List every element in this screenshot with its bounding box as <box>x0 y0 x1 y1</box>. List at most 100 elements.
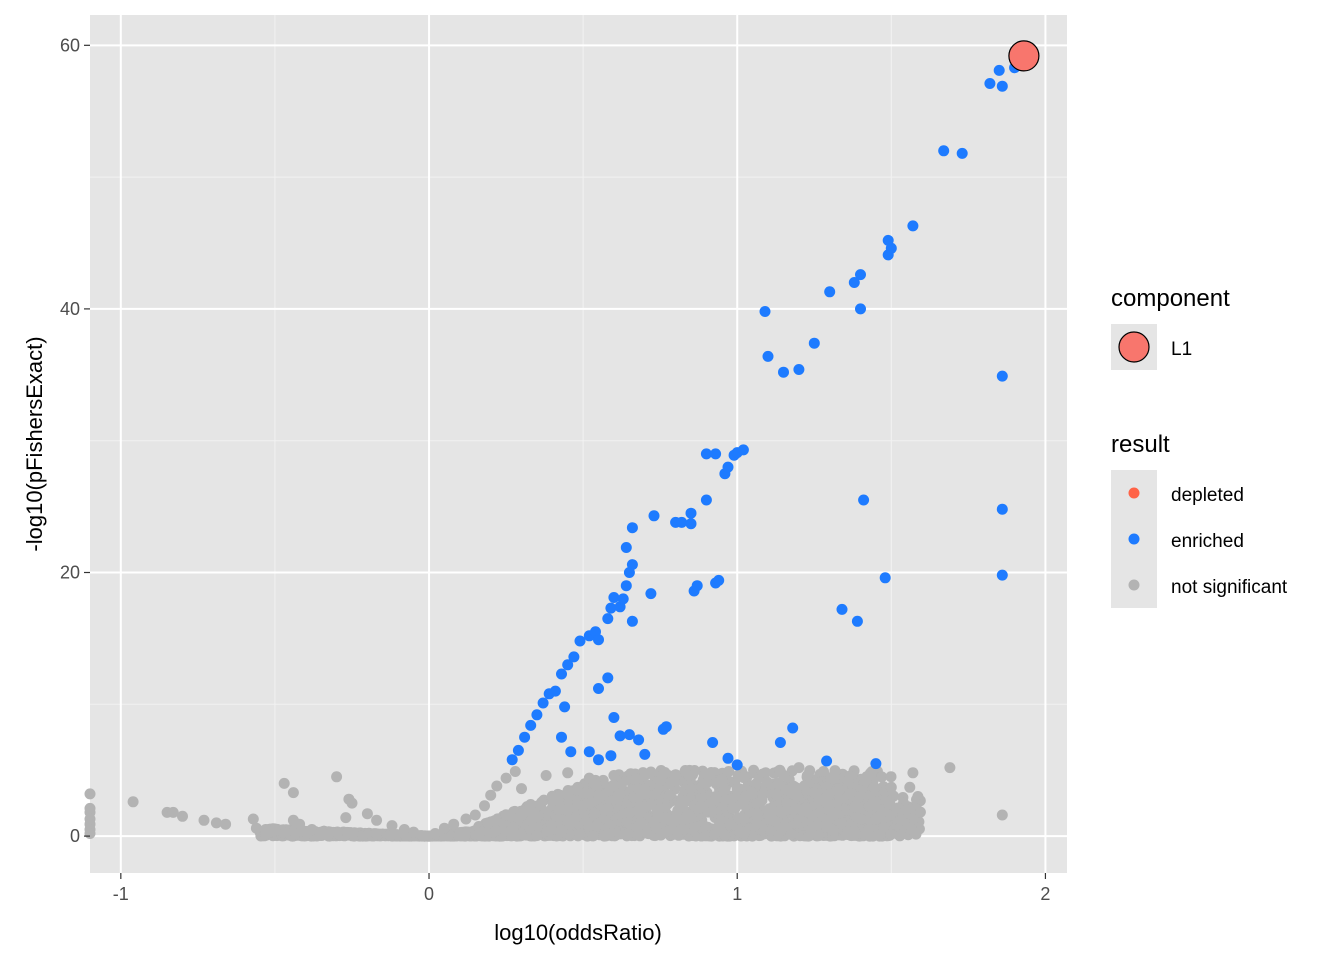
point-not-significant <box>583 821 595 833</box>
point-not-significant <box>198 814 210 826</box>
point-not-significant <box>870 796 882 808</box>
legend-key-not-significant <box>1128 579 1140 591</box>
point-not-significant <box>670 770 682 781</box>
point-enriched <box>602 613 614 625</box>
point-not-significant <box>707 805 718 817</box>
point-not-significant <box>827 824 839 836</box>
legend-component: component L1 <box>1111 285 1230 370</box>
point-enriched <box>907 220 919 232</box>
point-not-significant <box>664 777 676 789</box>
point-enriched <box>700 448 712 460</box>
legend-key-enriched <box>1128 533 1140 545</box>
point-not-significant <box>685 783 697 795</box>
point-not-significant <box>602 828 613 840</box>
point-not-significant <box>331 771 343 783</box>
point-enriched <box>559 701 571 713</box>
point-not-significant <box>726 802 738 814</box>
point-not-significant <box>603 820 615 832</box>
point-not-significant <box>479 800 490 812</box>
point-not-significant <box>571 784 583 796</box>
point-not-significant <box>694 801 706 813</box>
point-not-significant <box>469 809 481 821</box>
point-enriched <box>707 737 719 748</box>
point-enriched <box>762 350 774 362</box>
point-enriched <box>759 306 771 317</box>
point-not-significant <box>460 813 472 825</box>
y-tick-label: 0 <box>70 826 80 846</box>
point-not-significant <box>861 771 873 783</box>
point-enriched <box>956 147 968 159</box>
point-not-significant <box>765 825 776 837</box>
point-not-significant <box>719 829 731 841</box>
point-not-significant <box>556 824 568 836</box>
x-tick-label: -1 <box>113 884 129 904</box>
point-enriched <box>623 729 635 741</box>
y-tick-label: 20 <box>60 563 80 583</box>
point-enriched <box>593 634 604 646</box>
point-not-significant <box>901 804 913 816</box>
point-not-significant <box>84 828 96 839</box>
legend-result: result depleted enriched not significant <box>1111 431 1288 608</box>
point-not-significant <box>798 780 810 792</box>
point-not-significant <box>515 828 527 840</box>
point-not-significant <box>340 812 352 824</box>
point-enriched <box>691 580 703 592</box>
point-not-significant <box>306 824 318 835</box>
point-not-significant <box>386 820 398 832</box>
point-not-significant <box>577 800 589 812</box>
point-not-significant <box>884 797 896 809</box>
point-not-significant <box>738 772 750 783</box>
point-enriched <box>700 494 712 506</box>
point-not-significant <box>747 788 759 800</box>
point-not-significant <box>944 762 956 774</box>
point-not-significant <box>649 788 661 800</box>
point-enriched <box>676 516 688 528</box>
point-not-significant <box>739 826 751 838</box>
point-enriched <box>506 754 518 766</box>
point-not-significant <box>294 818 306 830</box>
point-enriched <box>614 730 626 742</box>
point-enriched <box>593 683 604 694</box>
point-enriched <box>722 461 734 473</box>
point-not-significant <box>250 822 262 834</box>
point-enriched <box>608 592 620 603</box>
point-not-significant <box>553 804 564 816</box>
legend-result-title: result <box>1111 431 1170 458</box>
point-enriched <box>583 746 595 758</box>
point-not-significant <box>608 770 620 781</box>
point-not-significant <box>907 767 919 779</box>
point-not-significant <box>829 765 841 777</box>
point-not-significant <box>710 791 722 803</box>
point-not-significant <box>885 828 897 840</box>
legend-key-l1 <box>1118 331 1150 363</box>
point-not-significant <box>346 797 358 809</box>
y-axis-title: -log10(pFishersExact) <box>22 336 47 551</box>
point-not-significant <box>220 818 232 830</box>
point-not-significant <box>824 799 836 810</box>
point-not-significant <box>885 781 897 793</box>
point-not-significant <box>448 818 460 830</box>
point-not-significant <box>760 767 772 779</box>
point-not-significant <box>531 810 543 822</box>
point-not-significant <box>512 813 524 824</box>
point-enriched <box>713 574 725 586</box>
point-not-significant <box>587 830 599 842</box>
point-not-significant <box>347 827 359 839</box>
point-not-significant <box>177 810 188 822</box>
x-tick-label: 1 <box>732 884 742 904</box>
point-enriched <box>593 754 604 766</box>
point-not-significant <box>639 784 651 796</box>
point-not-significant <box>84 788 96 800</box>
point-not-significant <box>500 809 512 821</box>
point-not-significant <box>630 773 641 785</box>
point-enriched <box>938 145 950 157</box>
point-not-significant <box>725 793 737 805</box>
point-not-significant <box>907 813 919 825</box>
point-enriched <box>602 672 614 684</box>
point-not-significant <box>546 791 558 803</box>
point-not-significant <box>842 775 854 787</box>
point-not-significant <box>885 771 897 783</box>
point-not-significant <box>167 806 179 818</box>
legend-label-depleted: depleted <box>1171 485 1244 506</box>
point-not-significant <box>876 771 888 783</box>
